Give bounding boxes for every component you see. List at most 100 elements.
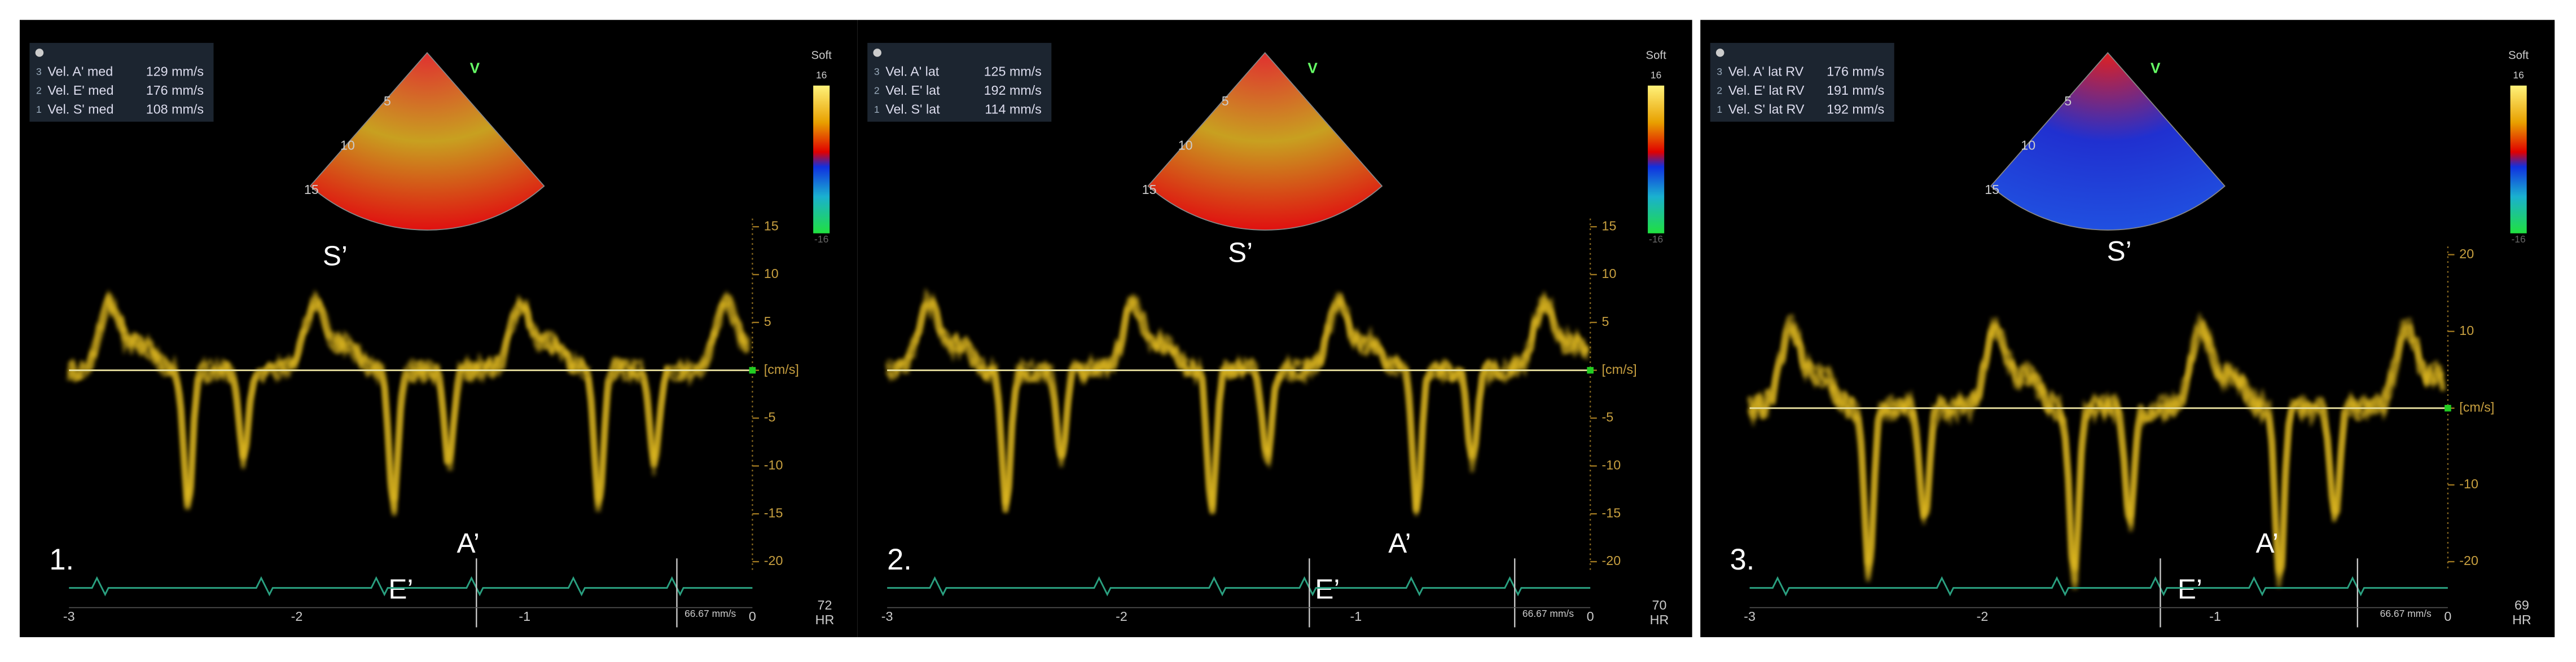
velocity-tick-label: -5 <box>764 410 776 425</box>
time-tick-label: -1 <box>2209 609 2221 624</box>
depth-label: 15 <box>1142 182 1157 197</box>
measurement-index: 1 <box>36 104 42 115</box>
velocity-tick-label: 5 <box>1602 314 1609 329</box>
heart-rate-label: HR <box>1650 612 1669 627</box>
wave-label: A’ <box>2256 528 2279 559</box>
doppler-trace <box>68 292 751 510</box>
measurement-index: 3 <box>1717 66 1722 77</box>
velocity-tick-label: -15 <box>1602 505 1621 520</box>
depth-label: 10 <box>1178 138 1193 153</box>
panel: 3 Vel. A' med 129 mm/s 2 Vel. E' med 176 mm/s… <box>19 20 858 637</box>
scale-bottom: -16 <box>1649 233 1663 245</box>
color-bar <box>1648 85 1665 233</box>
wave-label: E’ <box>388 574 413 605</box>
time-tick-label: 0 <box>749 609 756 624</box>
measurement-index: 2 <box>1717 85 1722 96</box>
time-tick-label: -1 <box>519 609 530 624</box>
heart-rate: 72 <box>818 598 832 612</box>
depth-label: 10 <box>340 138 355 153</box>
ecg-trace <box>1749 576 2448 597</box>
panel: 3 Vel. A' lat 125 mm/s 2 Vel. E' lat 192 mm/s… <box>857 20 1692 637</box>
echo-sector <box>1147 52 1383 231</box>
velocity-tick-label: 10 <box>2459 323 2474 338</box>
measurement-label: Vel. E' lat RV <box>1728 83 1805 98</box>
velocity-tick-label: [cm/s] <box>2459 400 2494 414</box>
scale-name: Soft <box>811 50 832 62</box>
velocity-tick-label: [cm/s] <box>764 362 799 377</box>
echo-sector <box>309 52 545 231</box>
scale-top: 16 <box>1651 69 1661 81</box>
color-bar <box>2510 85 2527 233</box>
wave-label: S’ <box>2107 236 2132 267</box>
velocity-tick-label: -20 <box>2459 553 2478 568</box>
doppler-trace <box>887 290 1588 517</box>
heart-rate: 69 <box>2514 598 2529 612</box>
panel-number: 3. <box>1730 544 1755 576</box>
box-icon <box>1715 48 1724 57</box>
measurement-label: Vel. A' lat RV <box>1728 64 1804 79</box>
measurement-index: 3 <box>36 66 42 77</box>
measurement-index: 3 <box>874 66 880 77</box>
time-tick-label: -3 <box>1744 609 1756 624</box>
measurement-value: 176 mm/s <box>1827 64 1884 79</box>
sweep-speed: 66.67 mm/s <box>2380 608 2432 619</box>
time-tick-label: -1 <box>1350 609 1362 624</box>
measurement-label: Vel. E' lat <box>885 83 940 98</box>
measurement-label: Vel. S' lat RV <box>1728 102 1805 117</box>
baseline-marker <box>1587 367 1594 374</box>
velocity-tick-label: -20 <box>1602 553 1621 568</box>
measurement-index: 1 <box>1717 104 1722 115</box>
mode-label: V <box>1307 60 1318 77</box>
time-tick-label: -2 <box>1116 609 1127 624</box>
measurement-index: 2 <box>874 85 880 96</box>
time-tick-label: -2 <box>291 609 303 624</box>
scale-name: Soft <box>2508 50 2529 62</box>
wave-label: A’ <box>457 528 480 559</box>
velocity-tick-label: -5 <box>1602 410 1614 425</box>
velocity-tick-label: -10 <box>2459 476 2478 491</box>
ecg-trace <box>69 576 753 597</box>
sweep-speed: 66.67 mm/s <box>684 608 736 619</box>
time-tick-label: 0 <box>1587 609 1594 624</box>
baseline-marker <box>749 367 756 374</box>
velocity-tick-label: 15 <box>1602 218 1617 233</box>
box-icon <box>873 48 881 57</box>
scale-top: 16 <box>816 69 827 81</box>
velocity-tick-label: -10 <box>1602 458 1621 473</box>
heart-rate: 70 <box>1652 598 1667 612</box>
scale-bottom: -16 <box>814 233 828 245</box>
heart-rate-label: HR <box>2512 612 2531 627</box>
velocity-tick-label: 20 <box>2459 246 2474 261</box>
measurement-value: 129 mm/s <box>146 64 204 79</box>
wave-label: S’ <box>1228 237 1253 268</box>
wave-label: A’ <box>1388 528 1411 559</box>
measurement-label: Vel. A' lat <box>885 64 940 79</box>
velocity-tick-label: 10 <box>1602 266 1617 281</box>
sweep-speed: 66.67 mm/s <box>1522 608 1574 619</box>
measurement-value: 192 mm/s <box>984 83 1042 98</box>
velocity-tick-label: -10 <box>764 458 783 473</box>
measurement-value: 192 mm/s <box>1827 102 1884 117</box>
panel: 3 Vel. A' lat RV 176 mm/s 2 Vel. E' lat RV 19… <box>1700 20 2555 637</box>
measurement-label: Vel. S' lat <box>885 102 940 117</box>
depth-label: 15 <box>304 182 319 197</box>
measurement-box <box>867 43 1052 122</box>
scale-bottom: -16 <box>2511 233 2525 245</box>
box-icon <box>35 48 44 57</box>
wave-label: E’ <box>1315 574 1340 605</box>
baseline-marker <box>2445 405 2451 412</box>
mode-label: V <box>470 60 480 77</box>
measurement-box <box>1710 43 1894 122</box>
time-tick-label: -2 <box>1977 609 1989 624</box>
measurement-index: 1 <box>874 104 880 115</box>
color-bar <box>813 85 830 233</box>
depth-label: 5 <box>384 94 391 108</box>
velocity-tick-label: 5 <box>764 314 771 329</box>
measurement-label: Vel. A' med <box>47 64 113 79</box>
measurement-value: 108 mm/s <box>146 102 204 117</box>
velocity-tick-label: [cm/s] <box>1602 362 1637 377</box>
measurement-label: Vel. E' med <box>47 83 113 98</box>
ecg-trace <box>887 576 1591 597</box>
scale-name: Soft <box>1646 50 1667 62</box>
